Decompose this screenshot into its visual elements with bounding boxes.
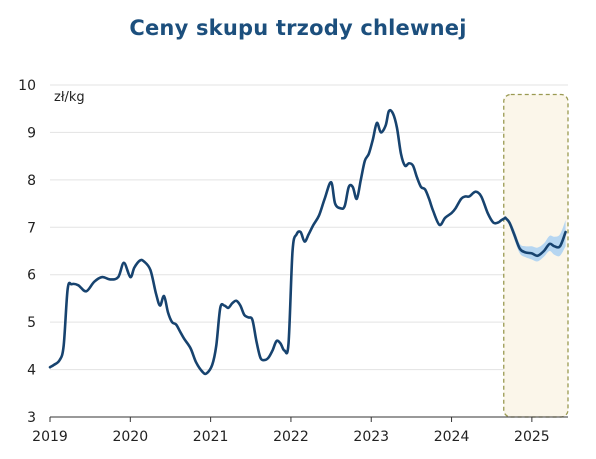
- x-tick-label: 2021: [193, 429, 229, 445]
- y-tick-label: 5: [27, 315, 36, 331]
- y-tick-label: 4: [27, 363, 36, 379]
- y-tick-label: 7: [27, 220, 36, 236]
- chart-title: Ceny skupu trzody chlewnej: [129, 16, 467, 40]
- x-tick-label: 2019: [32, 429, 68, 445]
- x-tick-label: 2020: [112, 429, 148, 445]
- series-line-historical: [48, 108, 507, 376]
- grid: [50, 84, 568, 371]
- x-tick-label: 2023: [353, 429, 389, 445]
- y-tick-label: 3: [27, 410, 36, 426]
- unit-label: zł/kg: [54, 90, 85, 105]
- y-tick-label: 6: [27, 268, 36, 284]
- y-tick-label: 9: [27, 125, 36, 141]
- x-tick-label: 2022: [273, 429, 309, 445]
- x-tick-label: 2025: [514, 429, 550, 445]
- y-tick-label: 8: [27, 173, 36, 189]
- series-layer: [48, 108, 567, 376]
- x-tick-label: 2024: [434, 429, 470, 445]
- series-line-forecast: [504, 216, 567, 258]
- y-tick-label: 10: [18, 78, 36, 94]
- axes: 3 4 5 6 7 8 9 10 2019 2020 2021 2022 2023 2024 2025: [18, 78, 568, 445]
